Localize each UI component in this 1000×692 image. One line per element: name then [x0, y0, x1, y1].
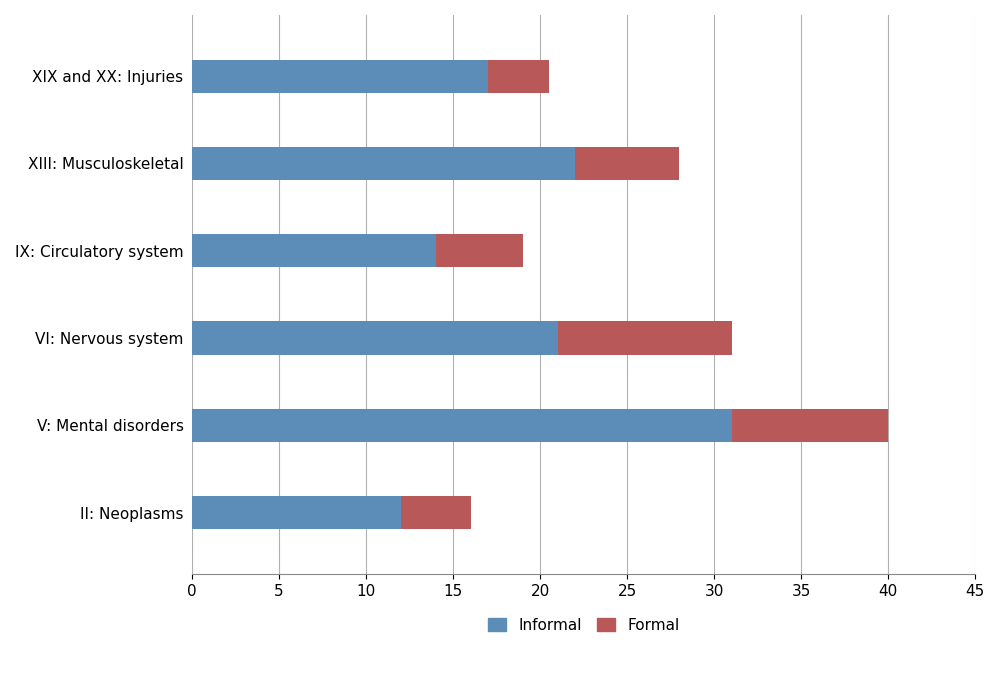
- Bar: [192, 234, 436, 267]
- Bar: [192, 60, 488, 93]
- Bar: [192, 147, 575, 180]
- Bar: [192, 496, 401, 529]
- Bar: [575, 147, 679, 180]
- Bar: [401, 496, 471, 529]
- Bar: [732, 409, 888, 442]
- Legend: Informal, Formal: Informal, Formal: [481, 612, 686, 639]
- Bar: [192, 409, 732, 442]
- Bar: [558, 322, 732, 355]
- Bar: [436, 234, 523, 267]
- Bar: [488, 60, 549, 93]
- Bar: [192, 322, 558, 355]
